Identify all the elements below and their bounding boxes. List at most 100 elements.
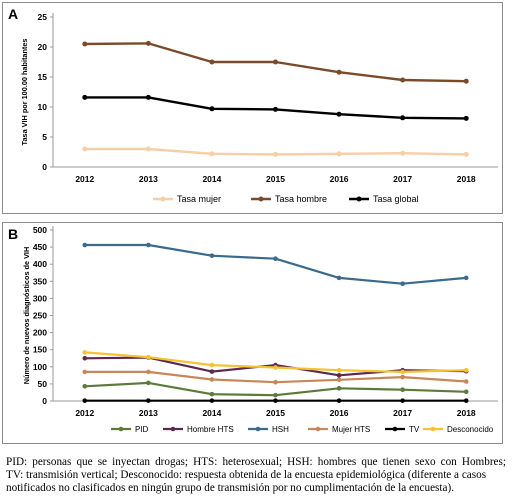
- chart-a-svg: A Tasa VIH por 100.00 habitantes 0 5 10 15 20 2…: [8, 6, 498, 204]
- legend-label-desconocido: Desconocido: [447, 425, 494, 434]
- data-point-tv: [400, 398, 405, 403]
- data-point-desconocido: [336, 367, 342, 373]
- y-tick-label: 450: [33, 242, 47, 252]
- y-tick-label: 100: [33, 362, 47, 372]
- y-tick-label: 150: [33, 345, 47, 355]
- data-point-tasa-global: [145, 94, 151, 100]
- data-point-desconocido: [146, 354, 151, 360]
- legend-label-tasa-hombre: Tasa hombre: [275, 194, 327, 204]
- data-point-tasa-mujer: [273, 151, 278, 157]
- x-tick-label: 2013: [139, 174, 158, 184]
- x-tick-label: 2015: [266, 174, 285, 184]
- data-point-pid: [209, 391, 215, 397]
- legend-label-pid: PID: [135, 425, 149, 434]
- y-tick-label: 5: [42, 132, 47, 142]
- x-tick-label: 2016: [330, 174, 349, 184]
- data-point-hsh: [209, 253, 215, 258]
- legend-label-tv: TV: [409, 425, 420, 434]
- data-point-tv: [463, 398, 469, 403]
- legend-label-tasa-global: Tasa global: [373, 194, 419, 204]
- figure-caption: PID: personas que se inyectan drogas; HT…: [6, 456, 506, 495]
- chart-b-svg: B Número de nuevos diagnósticos de VIH 0 50…: [8, 225, 498, 434]
- data-point-tasa-mujer: [209, 151, 215, 157]
- data-point-mujer-hts: [400, 374, 405, 380]
- data-point-tasa-mujer: [336, 151, 342, 157]
- caption-line-3: notificados no clasificados en ningún gr…: [6, 482, 455, 494]
- y-tick-label: 50: [38, 379, 48, 389]
- y-tick-label: 400: [33, 259, 47, 269]
- data-point-pid: [82, 383, 88, 389]
- x-tick-label: 2014: [202, 408, 221, 418]
- data-point-tasa-hombre: [273, 59, 278, 65]
- data-point-tasa-global: [273, 106, 278, 112]
- data-point-tasa-hombre: [400, 77, 406, 83]
- legend-label-hombre-hts: Hombre HTS: [187, 425, 234, 434]
- legend-marker-desconocido: [430, 426, 436, 432]
- x-tick-label: 2018: [457, 408, 476, 418]
- y-tick-label: 350: [33, 276, 47, 286]
- data-point-desconocido: [463, 367, 469, 373]
- data-point-hombre-hts: [336, 373, 342, 378]
- data-point-tasa-global: [209, 106, 215, 112]
- data-point-pid: [400, 387, 405, 393]
- legend-label-hsh: HSH: [272, 425, 289, 434]
- data-point-pid: [463, 389, 469, 395]
- y-axis-label: Número de nuevos diagnósticos de VIH: [22, 247, 31, 384]
- y-axis-label: Tasa VIH por 100.00 habitantes: [20, 39, 29, 146]
- chart-panel-b: B Número de nuevos diagnósticos de VIH 0 50…: [2, 222, 503, 444]
- x-tick-label: 2012: [75, 408, 94, 418]
- y-tick-label: 15: [38, 72, 48, 82]
- data-point-mujer-hts: [336, 377, 342, 383]
- data-point-tv: [273, 398, 278, 403]
- data-point-desconocido: [273, 365, 278, 370]
- data-point-pid: [146, 380, 151, 386]
- data-point-hombre-hts: [209, 369, 215, 374]
- data-point-tasa-global: [400, 115, 406, 121]
- legend-marker-tasa-mujer: [160, 196, 166, 202]
- y-tick-label: 300: [33, 293, 47, 303]
- data-point-hsh: [463, 275, 469, 281]
- y-tick-label: 500: [33, 225, 47, 235]
- data-point-tasa-hombre: [145, 40, 151, 46]
- y-tick-label: 0: [42, 162, 47, 172]
- panel-label-b: B: [8, 226, 18, 242]
- x-tick-label: 2018: [457, 174, 476, 184]
- caption-line-2: TV: transmisión vertical; Desconocido: r…: [6, 469, 487, 481]
- y-tick-label: 10: [38, 102, 48, 112]
- y-tick-label: 250: [33, 311, 47, 321]
- data-point-tasa-global: [336, 111, 342, 117]
- data-point-desconocido: [209, 362, 215, 368]
- data-point-desconocido: [400, 369, 405, 375]
- data-point-hsh: [146, 242, 151, 248]
- data-point-hsh: [336, 275, 342, 281]
- legend-marker-tasa-global: [356, 196, 362, 202]
- data-point-tasa-mujer: [463, 151, 469, 157]
- x-tick-label: 2017: [393, 174, 412, 184]
- data-point-tasa-global: [82, 94, 88, 100]
- caption-line-1: PID: personas que se inyectan drogas; HT…: [6, 456, 506, 468]
- data-point-pid: [336, 386, 342, 391]
- data-point-tv: [336, 398, 342, 403]
- legend-marker-hsh: [255, 426, 261, 432]
- data-point-tasa-global: [463, 115, 469, 121]
- data-point-pid: [273, 392, 278, 398]
- data-point-tasa-hombre: [82, 41, 88, 47]
- x-tick-label: 2012: [75, 174, 94, 184]
- legend-marker-hombre-hts: [170, 426, 176, 432]
- chart-panel-a: A Tasa VIH por 100.00 habitantes 0 5 10 15 20 2…: [2, 2, 503, 214]
- x-tick-label: 2017: [393, 408, 412, 418]
- panel-label-a: A: [8, 6, 18, 22]
- legend-marker-tasa-hombre: [258, 196, 264, 202]
- series-line-hsh: [84, 243, 467, 285]
- x-tick-label: 2016: [330, 408, 349, 418]
- x-tick-label: 2013: [139, 408, 158, 418]
- legend-marker-mujer-hts: [315, 426, 321, 432]
- data-point-tasa-hombre: [209, 59, 215, 65]
- data-point-tasa-hombre: [336, 69, 342, 75]
- data-point-hsh: [400, 281, 405, 286]
- data-point-tasa-hombre: [463, 78, 469, 84]
- data-point-hombre-hts: [82, 355, 88, 361]
- legend-marker-pid: [118, 426, 124, 432]
- y-tick-label: 0: [42, 396, 47, 406]
- data-point-tasa-mujer: [145, 146, 151, 152]
